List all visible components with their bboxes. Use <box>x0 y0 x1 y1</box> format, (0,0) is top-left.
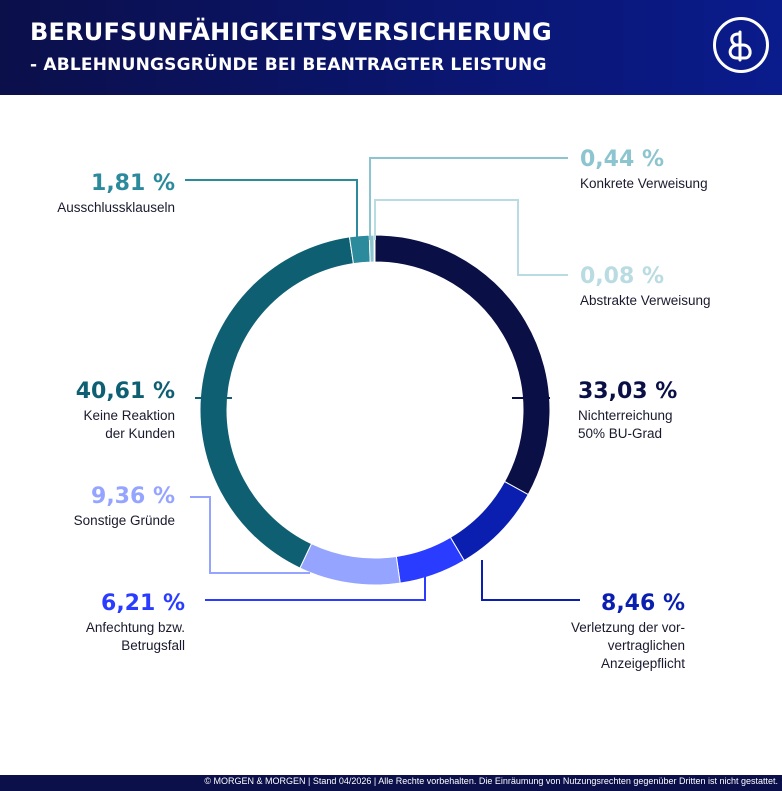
slice-value-label-2: 6,21 % <box>101 591 185 616</box>
slice-category-label-7-0: Abstrakte Verweisung <box>580 293 711 308</box>
chart-labels: 33,03 % Nichterreichung 50% BU-Grad 8,46 % V… <box>57 147 710 671</box>
header-banner: BERUFSUNFÄHIGKEITSVERSICHERUNG - ABLEHNU… <box>0 0 782 95</box>
leader-line-6 <box>369 157 568 240</box>
slice-category-label-0-0: Nichterreichung <box>578 408 673 423</box>
leader-line-3 <box>190 496 310 574</box>
slice-category-label-1-1: vertraglichen <box>608 638 685 653</box>
slice-value-label-7: 0,08 % <box>580 264 664 289</box>
copyright-text: © MORGEN & MORGEN | Stand 04/2026 | Alle… <box>204 776 778 786</box>
slice-category-label-5-0: Ausschlussklauseln <box>57 200 175 215</box>
slice-category-label-1-0: Verletzung der vor- <box>571 620 685 635</box>
slice-value-label-3: 9,36 % <box>91 484 175 509</box>
slice-value-label-5: 1,81 % <box>91 171 175 196</box>
donut-chart: 33,03 % Nichterreichung 50% BU-Grad 8,46 % V… <box>57 147 710 671</box>
donut-slice-0 <box>374 234 551 496</box>
leader-lines <box>185 157 580 601</box>
slice-value-label-6: 0,44 % <box>580 147 664 172</box>
slice-value-label-0: 33,03 % <box>578 379 677 404</box>
leader-line-2 <box>205 572 426 601</box>
page-subtitle: - ABLEHNUNGSGRÜNDE BEI BEANTRAGTER LEIST… <box>30 55 547 75</box>
donut-slice-3 <box>299 543 401 586</box>
slice-category-label-3-0: Sonstige Gründe <box>74 513 175 528</box>
slice-category-label-1-2: Anzeigepflicht <box>601 656 685 671</box>
donut-slice-1 <box>449 480 529 562</box>
slice-value-label-4: 40,61 % <box>76 379 175 404</box>
page-title: BERUFSUNFÄHIGKEITSVERSICHERUNG <box>30 18 552 46</box>
slice-category-label-2-1: Betrugsfall <box>121 638 185 653</box>
donut-slice-4 <box>199 236 354 569</box>
slice-value-label-1: 8,46 % <box>601 591 685 616</box>
slice-category-label-0-1: 50% BU-Grad <box>578 426 662 441</box>
donut-slice-5 <box>348 234 371 265</box>
footer-bar: © MORGEN & MORGEN | Stand 04/2026 | Alle… <box>0 775 782 791</box>
leader-line-5 <box>185 179 358 245</box>
ampersand-logo-icon <box>713 17 769 73</box>
slice-category-label-4-1: der Kunden <box>105 426 175 441</box>
leader-line-7 <box>374 199 568 276</box>
slice-category-label-4-0: Keine Reaktion <box>83 408 175 423</box>
slice-category-label-2-0: Anfechtung bzw. <box>86 620 185 635</box>
leader-line-1 <box>481 560 580 601</box>
slice-category-label-6-0: Konkrete Verweisung <box>580 176 708 191</box>
donut-slice-2 <box>395 536 465 584</box>
donut-slices <box>199 234 551 586</box>
